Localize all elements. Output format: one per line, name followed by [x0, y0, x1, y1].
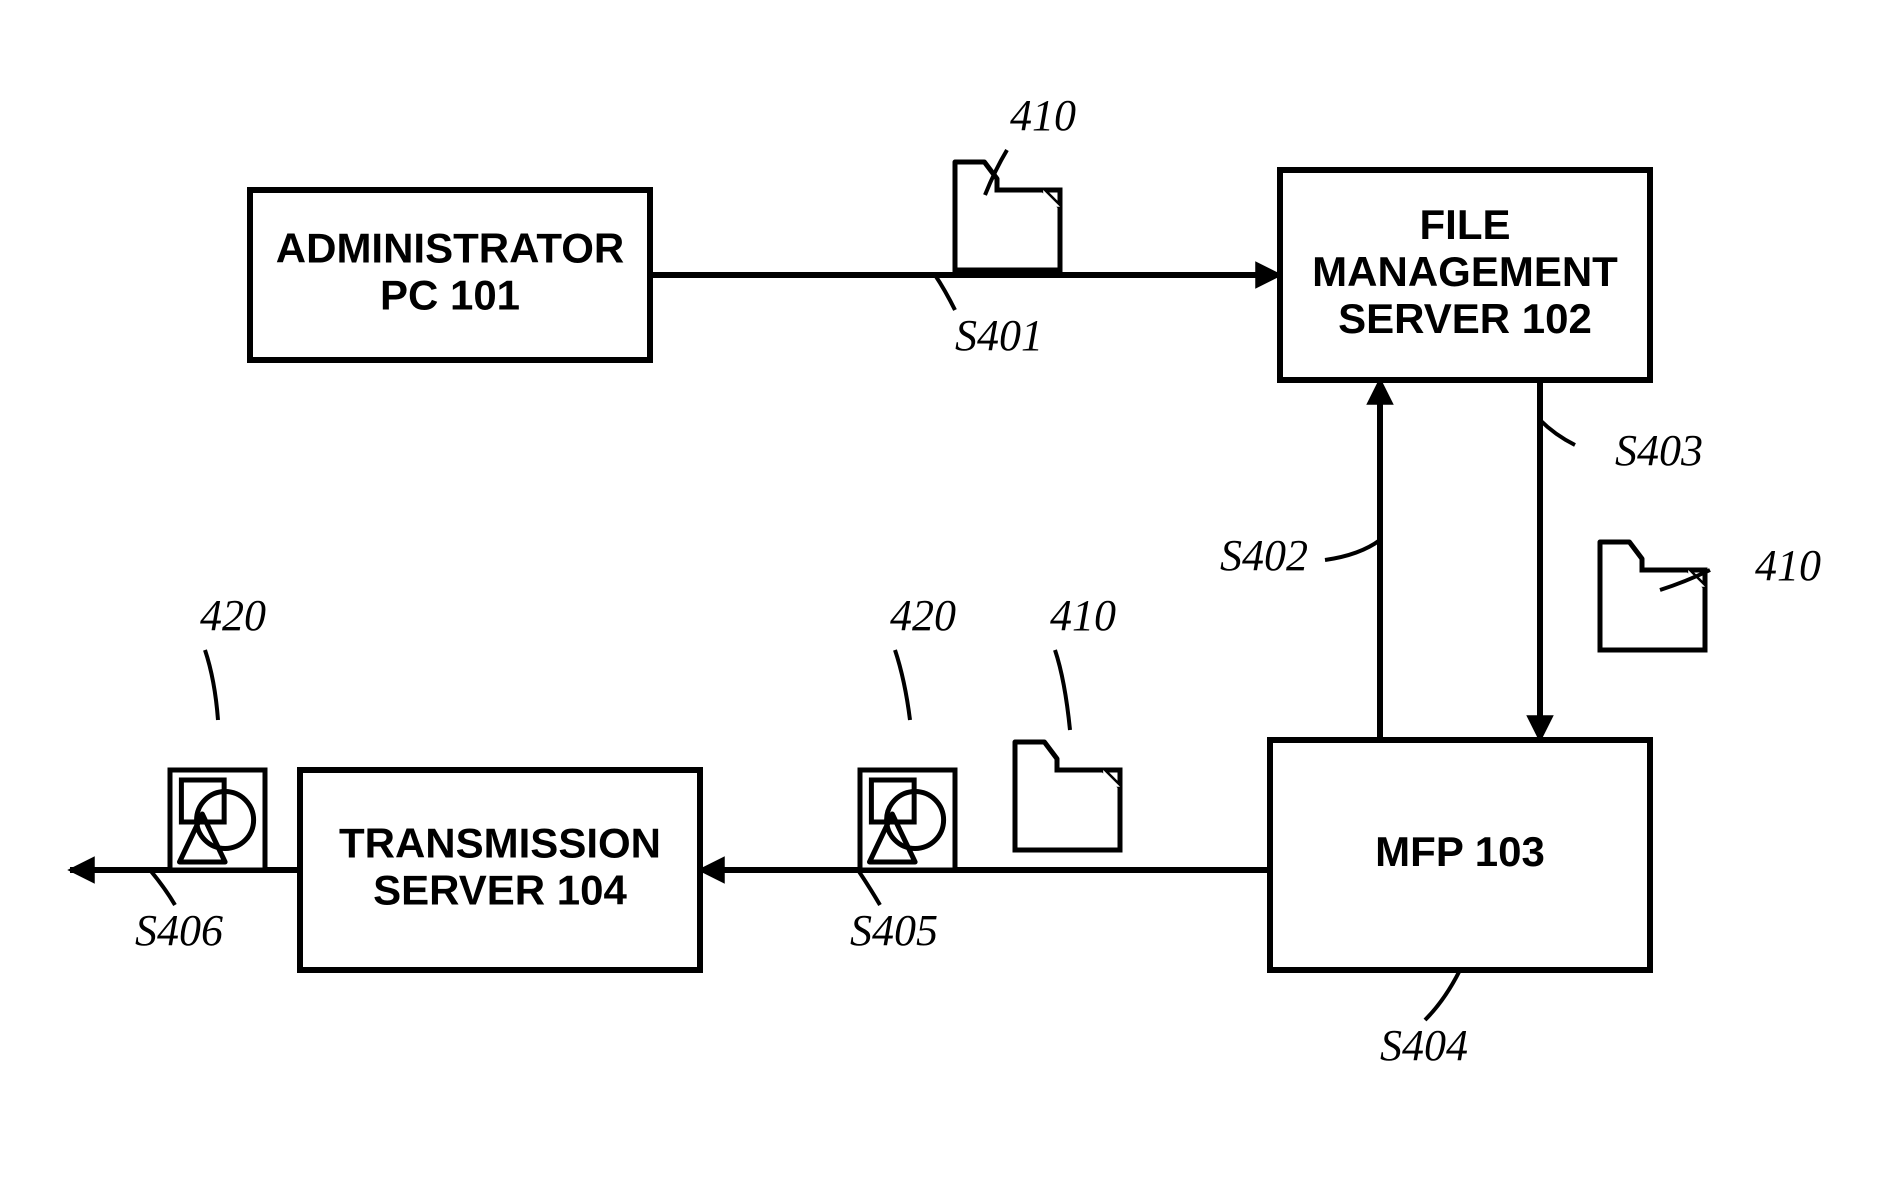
node-tx_server-label-0: TRANSMISSION [339, 820, 661, 867]
label-l420a: 420 [200, 591, 266, 640]
label-l410c: 410 [1050, 591, 1116, 640]
label-s406: S406 [135, 906, 223, 955]
node-file_mgmt-label-2: SERVER 102 [1338, 295, 1592, 342]
label-s401: S401 [955, 311, 1043, 360]
label-s405: S405 [850, 906, 938, 955]
node-file_mgmt-label-1: MANAGEMENT [1312, 248, 1618, 295]
node-admin_pc-label-0: ADMINISTRATOR [276, 225, 624, 272]
node-admin_pc-label-1: PC 101 [380, 272, 520, 319]
label-s404: S404 [1380, 1021, 1468, 1070]
node-tx_server: TRANSMISSIONSERVER 104 [300, 770, 700, 970]
label-l410a: 410 [1010, 91, 1076, 140]
label-s403: S403 [1615, 426, 1703, 475]
node-mfp: MFP 103 [1270, 740, 1650, 970]
label-s402: S402 [1220, 531, 1308, 580]
node-file_mgmt-label-0: FILE [1420, 201, 1511, 248]
image-icon-image_a [170, 770, 265, 870]
node-mfp-label-0: MFP 103 [1375, 828, 1545, 875]
label-l420b: 420 [890, 591, 956, 640]
node-admin_pc: ADMINISTRATORPC 101 [250, 190, 650, 360]
node-file_mgmt: FILEMANAGEMENTSERVER 102 [1280, 170, 1650, 380]
label-l410b: 410 [1755, 541, 1821, 590]
image-icon-image_b [860, 770, 955, 870]
node-tx_server-label-1: SERVER 104 [373, 867, 627, 914]
